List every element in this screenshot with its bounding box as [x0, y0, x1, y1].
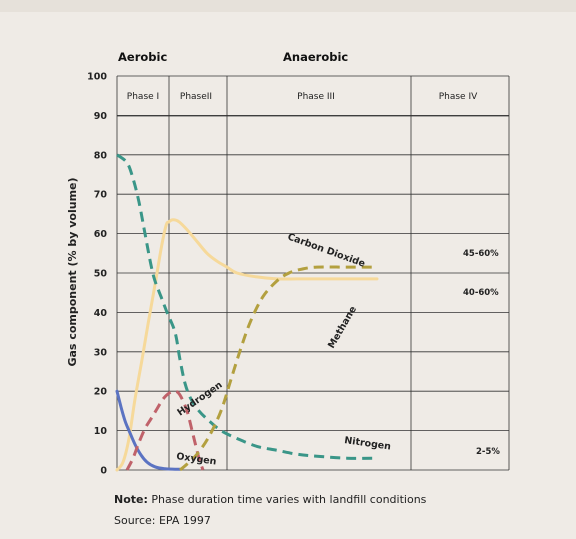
footnote: Note: Phase duration time varies with la… [114, 493, 426, 506]
annotation-nitrogen-range: 2-5% [476, 447, 500, 457]
y-tick-label-30: 30 [94, 347, 108, 358]
y-tick-label-0: 0 [100, 466, 107, 477]
chart-grid [116, 75, 510, 471]
footnote-label: Note: [114, 493, 148, 506]
source-line: Source: EPA 1997 [114, 514, 211, 527]
series-line-oxygen [115, 389, 182, 471]
series-line-methane [179, 265, 377, 472]
y-tick-label-40: 40 [94, 308, 108, 319]
y-tick-labels: 0 10 20 30 40 50 60 70 80 90 100 [87, 72, 107, 477]
y-tick-label-20: 20 [94, 387, 108, 398]
phase-label-1: Phase I [127, 92, 159, 102]
series-label-oxygen: Oxygen [176, 451, 218, 468]
annotation-methane-range: 45-60% [463, 249, 499, 259]
series-label-carbon-dioxide: Carbon Dioxide [286, 231, 367, 269]
series-line-nitrogen [116, 153, 378, 460]
annotation-co2-range: 40-60% [463, 288, 499, 298]
series-label-methane: Methane [326, 304, 359, 350]
series-line-carbon-dioxide [115, 218, 379, 472]
phase-label-2: PhaseII [180, 92, 212, 102]
y-tick-label-50: 50 [94, 269, 108, 280]
chart-series [115, 153, 379, 472]
series-label-nitrogen: Nitrogen [344, 435, 392, 452]
phase-label-3: Phase III [297, 92, 335, 102]
top-band [0, 0, 576, 12]
footnote-text: Phase duration time varies with landfill… [147, 493, 427, 506]
y-axis-label: Gas component (% by volume) [66, 177, 79, 366]
y-tick-label-70: 70 [94, 190, 108, 201]
y-tick-label-10: 10 [94, 426, 108, 437]
phase-label-4: Phase IV [439, 92, 478, 102]
landfill-gas-chart: Aerobic Anaerobic Phase I PhaseII Phase … [66, 50, 510, 477]
header-label-anaerobic: Anaerobic [283, 50, 348, 64]
series-line-hydrogen [125, 389, 205, 471]
header-label-aerobic: Aerobic [118, 50, 167, 64]
y-tick-label-90: 90 [94, 111, 108, 122]
y-tick-label-100: 100 [87, 72, 107, 83]
y-tick-label-60: 60 [94, 229, 108, 240]
y-tick-label-80: 80 [94, 150, 108, 161]
